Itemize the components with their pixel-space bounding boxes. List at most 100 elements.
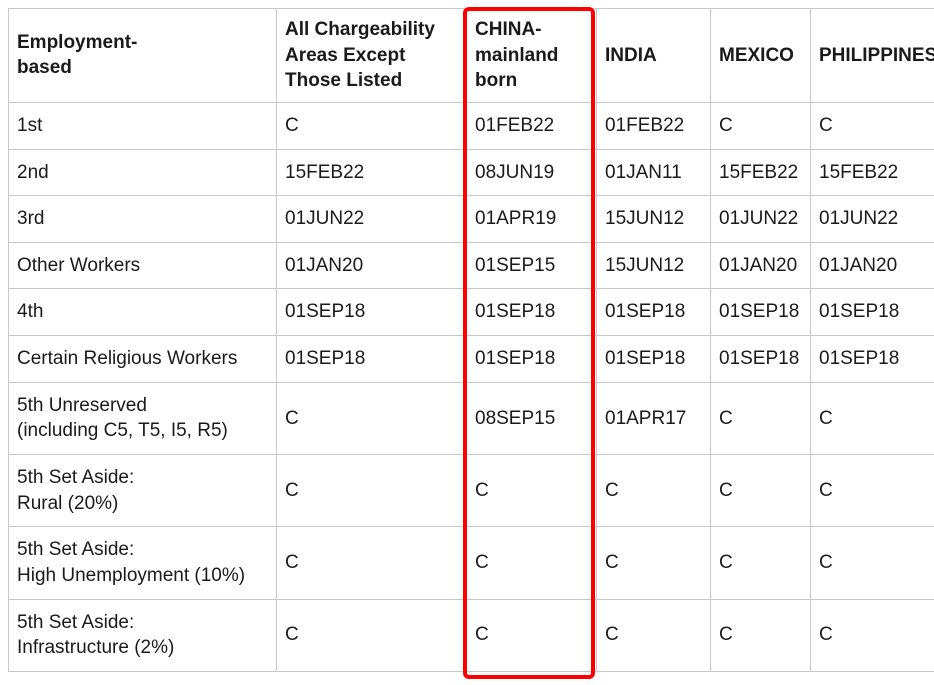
table-cell: C — [467, 455, 597, 527]
table-cell: C — [597, 527, 711, 599]
table-cell: 08JUN19 — [467, 149, 597, 196]
row-label: 3rd — [9, 196, 277, 243]
table-cell: C — [711, 102, 811, 149]
header-text: All Chargeability — [285, 17, 458, 43]
table-row: 5th Unreserved(including C5, T5, I5, R5)… — [9, 382, 934, 454]
row-label: Certain Religious Workers — [9, 336, 277, 383]
table-cell: 01SEP18 — [597, 289, 711, 336]
row-label-text: 2nd — [17, 160, 268, 186]
row-label-text: 5th Set Aside: — [17, 610, 268, 636]
header-text: MEXICO — [719, 43, 802, 69]
table-cell: 01APR17 — [597, 382, 711, 454]
row-label-text: 1st — [17, 113, 268, 139]
table-row: Other Workers01JAN2001SEP1515JUN1201JAN2… — [9, 242, 934, 289]
table-cell: 01SEP18 — [597, 336, 711, 383]
table-row: 5th Set Aside:Infrastructure (2%)CCCCC — [9, 599, 934, 671]
table-cell: C — [277, 527, 467, 599]
row-label: 5th Set Aside:High Unemployment (10%) — [9, 527, 277, 599]
row-label: 4th — [9, 289, 277, 336]
header-text: mainland — [475, 43, 588, 69]
table-cell: 01SEP18 — [467, 289, 597, 336]
table-cell: 01JUN22 — [277, 196, 467, 243]
table-cell: C — [811, 382, 934, 454]
row-label-text: High Unemployment (10%) — [17, 563, 268, 589]
row-label-text: Rural (20%) — [17, 491, 268, 517]
table-cell: C — [277, 382, 467, 454]
table-cell: C — [711, 527, 811, 599]
header-text: Those Listed — [285, 68, 458, 94]
row-label-text: Infrastructure (2%) — [17, 635, 268, 661]
table-cell: 01APR19 — [467, 196, 597, 243]
table-cell: C — [711, 455, 811, 527]
table-cell: 01JAN20 — [811, 242, 934, 289]
table-row: 4th01SEP1801SEP1801SEP1801SEP1801SEP18 — [9, 289, 934, 336]
table-container: Employment- based All Chargeability Area… — [8, 8, 926, 672]
table-row: 1stC01FEB2201FEB22CC — [9, 102, 934, 149]
table-cell: 15FEB22 — [711, 149, 811, 196]
column-header-india: INDIA — [597, 9, 711, 103]
table-cell: 01JAN20 — [277, 242, 467, 289]
table-cell: C — [277, 599, 467, 671]
table-header-row: Employment- based All Chargeability Area… — [9, 9, 934, 103]
table-cell: C — [811, 599, 934, 671]
table-row: 2nd15FEB2208JUN1901JAN1115FEB2215FEB22 — [9, 149, 934, 196]
table-cell: 15JUN12 — [597, 196, 711, 243]
table-cell: 01FEB22 — [467, 102, 597, 149]
table-cell: 01SEP18 — [277, 289, 467, 336]
row-label-text: (including C5, T5, I5, R5) — [17, 418, 268, 444]
table-cell: 01JUN22 — [711, 196, 811, 243]
row-label-text: 5th Set Aside: — [17, 465, 268, 491]
table-cell: 01JAN20 — [711, 242, 811, 289]
row-label: 5th Set Aside:Rural (20%) — [9, 455, 277, 527]
table-cell: 01SEP15 — [467, 242, 597, 289]
row-label-text: 5th Set Aside: — [17, 537, 268, 563]
table-cell: 08SEP15 — [467, 382, 597, 454]
table-cell: 01JAN11 — [597, 149, 711, 196]
table-cell: 01FEB22 — [597, 102, 711, 149]
header-text: based — [17, 55, 268, 81]
row-label-text: Other Workers — [17, 253, 268, 279]
table-row: 5th Set Aside:Rural (20%)CCCCC — [9, 455, 934, 527]
table-cell: 15JUN12 — [597, 242, 711, 289]
row-label: Other Workers — [9, 242, 277, 289]
row-label-text: Certain Religious Workers — [17, 346, 268, 372]
table-cell: C — [277, 455, 467, 527]
row-label: 1st — [9, 102, 277, 149]
table-cell: C — [597, 599, 711, 671]
header-text: PHILIPPINES — [819, 43, 932, 69]
column-header-mexico: MEXICO — [711, 9, 811, 103]
table-cell: 01SEP18 — [467, 336, 597, 383]
header-text: CHINA- — [475, 17, 588, 43]
table-cell: 01SEP18 — [811, 289, 934, 336]
table-cell: 15FEB22 — [811, 149, 934, 196]
table-cell: C — [811, 455, 934, 527]
column-header-all-chargeability: All Chargeability Areas Except Those Lis… — [277, 9, 467, 103]
row-label-text: 4th — [17, 299, 268, 325]
table-cell: 01JUN22 — [811, 196, 934, 243]
column-header-china-mainland: CHINA- mainland born — [467, 9, 597, 103]
row-label-text: 3rd — [17, 206, 268, 232]
visa-bulletin-table: Employment- based All Chargeability Area… — [8, 8, 934, 672]
table-row: 5th Set Aside:High Unemployment (10%)CCC… — [9, 527, 934, 599]
table-cell: 15FEB22 — [277, 149, 467, 196]
table-cell: C — [467, 527, 597, 599]
table-cell: C — [597, 455, 711, 527]
header-text: born — [475, 68, 588, 94]
table-cell: 01SEP18 — [277, 336, 467, 383]
table-row: 3rd01JUN2201APR1915JUN1201JUN2201JUN22 — [9, 196, 934, 243]
column-header-employment-based: Employment- based — [9, 9, 277, 103]
table-cell: C — [277, 102, 467, 149]
table-cell: 01SEP18 — [711, 336, 811, 383]
column-header-philippines: PHILIPPINES — [811, 9, 934, 103]
header-text: INDIA — [605, 43, 702, 69]
row-label: 5th Unreserved(including C5, T5, I5, R5) — [9, 382, 277, 454]
table-cell: C — [467, 599, 597, 671]
row-label: 2nd — [9, 149, 277, 196]
header-text: Areas Except — [285, 43, 458, 69]
table-cell: C — [711, 382, 811, 454]
table-cell: C — [811, 102, 934, 149]
row-label-text: 5th Unreserved — [17, 393, 268, 419]
table-cell: 01SEP18 — [711, 289, 811, 336]
table-row: Certain Religious Workers01SEP1801SEP180… — [9, 336, 934, 383]
table-cell: C — [811, 527, 934, 599]
